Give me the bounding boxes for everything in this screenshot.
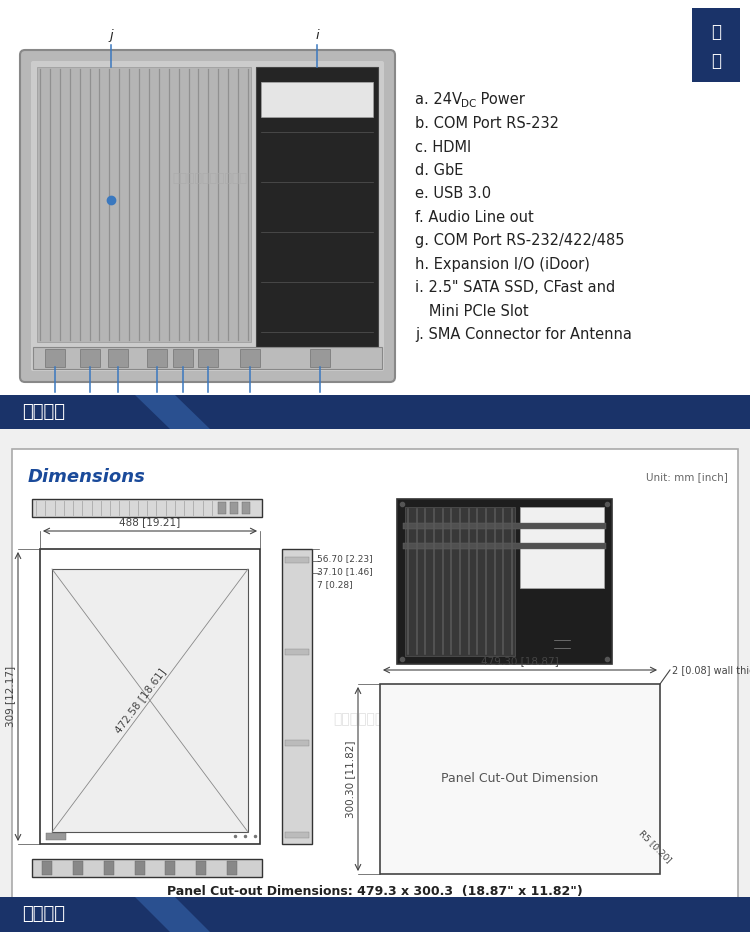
Text: 479.30 [18.87]: 479.30 [18.87] bbox=[482, 656, 559, 666]
Bar bbox=[282, 549, 312, 844]
Text: Dimensions: Dimensions bbox=[28, 468, 146, 486]
Bar bbox=[73, 861, 82, 875]
Text: c: c bbox=[114, 397, 122, 410]
Text: d. GbE: d. GbE bbox=[415, 163, 464, 178]
Bar bbox=[285, 740, 309, 747]
Bar bbox=[242, 502, 250, 514]
Bar bbox=[165, 861, 176, 875]
Bar bbox=[0, 395, 750, 429]
Bar bbox=[108, 349, 128, 367]
Bar bbox=[33, 347, 382, 369]
Bar bbox=[173, 349, 193, 367]
Bar bbox=[12, 449, 738, 909]
Bar bbox=[32, 499, 262, 517]
Text: b. COM Port RS-232: b. COM Port RS-232 bbox=[415, 116, 559, 131]
Bar bbox=[42, 861, 52, 875]
Text: 37.10 [1.46]: 37.10 [1.46] bbox=[317, 567, 373, 576]
Text: c. HDMI: c. HDMI bbox=[415, 140, 471, 155]
Bar bbox=[310, 349, 330, 367]
Bar bbox=[227, 861, 237, 875]
Bar bbox=[0, 0, 750, 395]
Text: 309 [12.17]: 309 [12.17] bbox=[5, 666, 15, 727]
Bar bbox=[0, 429, 750, 449]
Text: R5 [0.20]: R5 [0.20] bbox=[637, 828, 673, 864]
Text: g: g bbox=[246, 397, 254, 410]
Text: d: d bbox=[153, 397, 161, 410]
Bar bbox=[285, 557, 309, 563]
Text: h. Expansion I/O (iDoor): h. Expansion I/O (iDoor) bbox=[415, 257, 590, 272]
Text: 2 [0.08] wall thickness: 2 [0.08] wall thickness bbox=[672, 665, 750, 675]
FancyBboxPatch shape bbox=[31, 61, 384, 371]
Bar bbox=[520, 507, 604, 588]
Text: 产品配置: 产品配置 bbox=[22, 906, 65, 924]
Text: g. COM Port RS-232/422/485: g. COM Port RS-232/422/485 bbox=[415, 234, 625, 249]
Bar bbox=[198, 349, 218, 367]
Text: a: a bbox=[51, 397, 59, 410]
Text: 56.70 [2.23]: 56.70 [2.23] bbox=[317, 554, 373, 563]
Text: 深圳硕远科技有限公司: 深圳硕远科技有限公司 bbox=[172, 171, 248, 185]
Text: f: f bbox=[206, 397, 210, 410]
Bar bbox=[403, 523, 606, 529]
Bar bbox=[380, 684, 660, 874]
Text: h: h bbox=[316, 397, 324, 410]
Bar bbox=[45, 349, 65, 367]
Bar bbox=[397, 499, 612, 664]
Bar bbox=[240, 349, 260, 367]
Bar bbox=[285, 649, 309, 654]
Bar bbox=[285, 832, 309, 838]
Text: DC: DC bbox=[461, 99, 476, 109]
Text: Mini PCIe Slot: Mini PCIe Slot bbox=[415, 304, 529, 319]
Text: Power: Power bbox=[476, 92, 525, 107]
Bar bbox=[0, 897, 750, 932]
Polygon shape bbox=[135, 395, 210, 429]
Text: e. USB 3.0: e. USB 3.0 bbox=[415, 186, 491, 201]
Text: 472.58 [18.61]: 472.58 [18.61] bbox=[112, 666, 167, 734]
Text: a. 24V: a. 24V bbox=[415, 92, 462, 107]
Bar bbox=[0, 927, 750, 932]
Polygon shape bbox=[135, 897, 210, 932]
Text: 300.30 [11.82]: 300.30 [11.82] bbox=[345, 740, 355, 817]
Bar bbox=[256, 67, 378, 347]
Text: Unit: mm [inch]: Unit: mm [inch] bbox=[646, 472, 728, 482]
Bar bbox=[80, 349, 100, 367]
Bar bbox=[46, 833, 66, 840]
Bar bbox=[403, 543, 606, 549]
Text: Panel Cut-out Dimensions: 479.3 x 300.3  (18.87" x 11.82"): Panel Cut-out Dimensions: 479.3 x 300.3 … bbox=[167, 884, 583, 898]
FancyBboxPatch shape bbox=[20, 50, 395, 382]
Text: 7 [0.28]: 7 [0.28] bbox=[317, 580, 352, 589]
Text: j: j bbox=[110, 29, 112, 42]
Bar bbox=[261, 82, 373, 117]
Text: 面: 面 bbox=[711, 52, 721, 70]
Bar bbox=[37, 67, 251, 342]
Bar bbox=[230, 502, 238, 514]
Bar bbox=[52, 569, 248, 832]
Bar bbox=[218, 502, 226, 514]
Text: b: b bbox=[86, 397, 94, 410]
Bar bbox=[147, 349, 167, 367]
Bar bbox=[405, 507, 515, 656]
Text: i: i bbox=[315, 29, 319, 42]
Text: Panel Cut-Out Dimension: Panel Cut-Out Dimension bbox=[441, 773, 598, 786]
Text: i. 2.5" SATA SSD, CFast and: i. 2.5" SATA SSD, CFast and bbox=[415, 281, 615, 295]
Text: 深圳硕远科技有限公司: 深圳硕远科技有限公司 bbox=[333, 712, 417, 726]
Bar bbox=[40, 549, 260, 844]
Bar bbox=[104, 861, 114, 875]
Text: j. SMA Connector for Antenna: j. SMA Connector for Antenna bbox=[415, 327, 632, 342]
Bar bbox=[134, 861, 145, 875]
Text: e: e bbox=[179, 397, 187, 410]
Bar bbox=[692, 8, 740, 82]
Bar bbox=[196, 861, 206, 875]
Bar bbox=[32, 859, 262, 877]
Text: 产品参数: 产品参数 bbox=[22, 403, 65, 421]
Text: 488 [19.21]: 488 [19.21] bbox=[119, 517, 181, 527]
Text: 背: 背 bbox=[711, 22, 721, 41]
Text: f. Audio Line out: f. Audio Line out bbox=[415, 210, 534, 225]
